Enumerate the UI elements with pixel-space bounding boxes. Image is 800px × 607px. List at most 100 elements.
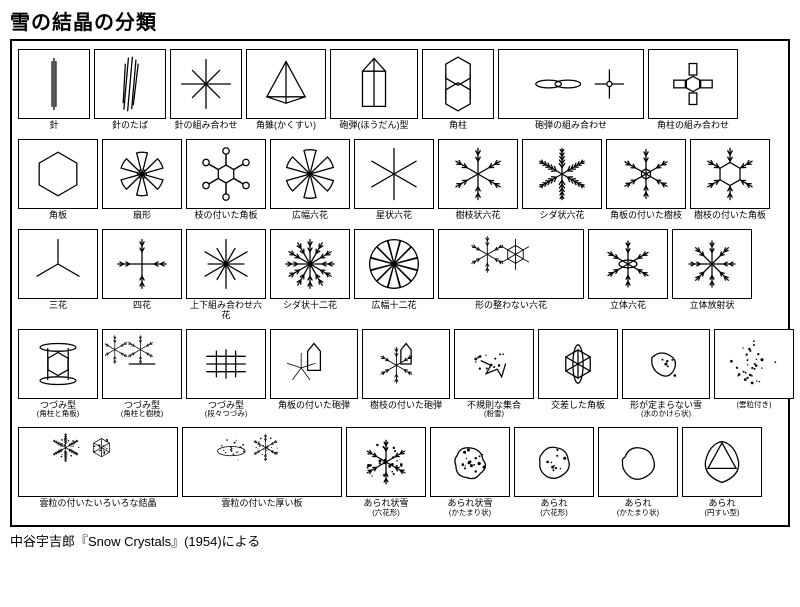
- cell: 針: [18, 49, 90, 131]
- cell-label: 扇形: [133, 211, 151, 221]
- cell-label: 立体放射状: [689, 301, 734, 311]
- cell: あられ(かたまり状): [598, 427, 678, 517]
- grid-container: 針針のたば針の組み合わせ角錐(かくすい)砲弾(ほうだん)型角柱砲弾の組み合わせ角…: [18, 49, 782, 517]
- cell: つづみ型(段々つづみ): [186, 329, 266, 419]
- cell: 上下組み合わせ六花: [186, 229, 266, 321]
- cell: 立体六花: [588, 229, 668, 321]
- hail-hex-icon: [514, 427, 594, 497]
- cell-label: 角柱: [449, 121, 467, 131]
- cell-label: あられ(かたまり状): [617, 499, 659, 517]
- cell-label: 上下組み合わせ六花: [186, 301, 266, 321]
- cell-sublabel: (六花形): [540, 509, 568, 517]
- row-2: 三花四花上下組み合わせ六花シダ状十二花広幅十二花形の整わない六花立体六花立体放射…: [18, 229, 782, 321]
- cell-label: 三花: [49, 301, 67, 311]
- fern6-icon: [522, 139, 602, 209]
- cell-label: (雲粒付き): [737, 401, 772, 409]
- stellar6-icon: [354, 139, 434, 209]
- cell-label: あられ(六花形): [540, 499, 568, 517]
- cell-sublabel: (角柱と樹枝): [121, 410, 164, 418]
- page-title: 雪の結晶の分類: [10, 6, 790, 35]
- cell-label: 砲弾の組み合わせ: [535, 121, 607, 131]
- rimed-bits-icon: [714, 329, 794, 399]
- crossed-plate-icon: [538, 329, 618, 399]
- cell: 針のたば: [94, 49, 166, 131]
- cell-sublabel: (雲粒付き): [737, 401, 772, 409]
- cell-label: 広幅十二花: [371, 301, 416, 311]
- cell: あられ(円すい型): [682, 427, 762, 517]
- cell: つづみ型(角柱と角板): [18, 329, 98, 419]
- classification-frame: 針針のたば針の組み合わせ角錐(かくすい)砲弾(ほうだん)型角柱砲弾の組み合わせ角…: [10, 39, 790, 527]
- irregular6-icon: [438, 229, 584, 299]
- cell: 角錐(かくすい): [246, 49, 326, 131]
- cell: 枝の付いた角板: [186, 139, 266, 221]
- cell: シダ状十二花: [270, 229, 350, 321]
- broad12-icon: [354, 229, 434, 299]
- cell-label: 針のたば: [112, 121, 148, 131]
- cell: 樹枝の付いた砲弾: [362, 329, 450, 419]
- cell: 角柱の組み合わせ: [648, 49, 738, 131]
- four-branch-icon: [102, 229, 182, 299]
- cell-label: つづみ型(段々つづみ): [205, 401, 248, 419]
- capped-b-icon: [102, 329, 182, 399]
- cell-sublabel: (かたまり状): [617, 509, 659, 517]
- graupel-lump-icon: [430, 427, 510, 497]
- cell-label: あられ状雪(六花形): [363, 499, 408, 517]
- cell-label: あられ状雪(かたまり状): [447, 499, 492, 517]
- cell-label: 樹枝の付いた砲弾: [370, 401, 442, 411]
- cell-label: 形が定まらない雪(氷のかけら状): [630, 401, 702, 419]
- cell: 雲粒の付いたいろいろな結晶: [18, 427, 178, 517]
- cell-label: 角板: [49, 211, 67, 221]
- bullet-icon: [330, 49, 418, 119]
- cell-label: 広幅六花: [292, 211, 328, 221]
- shapeless-icon: [622, 329, 710, 399]
- cell-label: 角錐(かくすい): [256, 121, 316, 131]
- cell: 形が定まらない雪(氷のかけら状): [622, 329, 710, 419]
- cell-label: 角板の付いた砲弾: [278, 401, 350, 411]
- row-3: つづみ型(角柱と角板) つづみ型(角柱と樹枝) つづみ型(段々つづみ) 角板の付いた砲…: [18, 329, 782, 419]
- hail-lump-icon: [598, 427, 678, 497]
- cell-label: 四花: [133, 301, 151, 311]
- cell: 不規則な集合(粉雪): [454, 329, 534, 419]
- cell-sublabel: (氷のかけら状): [630, 410, 702, 418]
- cell-label: つづみ型(角柱と角板): [37, 401, 80, 419]
- cell-label: 交差した角板: [551, 401, 605, 411]
- cell-label: つづみ型(角柱と樹枝): [121, 401, 164, 419]
- cell: 扇形: [102, 139, 182, 221]
- bullet-plate-icon: [270, 329, 358, 399]
- row-4: 雲粒の付いたいろいろな結晶雲粒の付いた厚い板あられ状雪(六花形)あられ状雪(かた…: [18, 427, 782, 517]
- cell-label: 不規則な集合(粉雪): [467, 401, 521, 419]
- capped-a-icon: [18, 329, 98, 399]
- cell: シダ状六花: [522, 139, 602, 221]
- citation-text: 中谷宇吉郎『Snow Crystals』(1954)による: [10, 531, 790, 550]
- cell-label: シダ状十二花: [283, 301, 337, 311]
- cell-label: 針の組み合わせ: [174, 121, 237, 131]
- row-0: 針針のたば針の組み合わせ角錐(かくすい)砲弾(ほうだん)型角柱砲弾の組み合わせ角…: [18, 49, 782, 131]
- cell: 角柱: [422, 49, 494, 131]
- cell: (雲粒付き): [714, 329, 794, 419]
- cell-label: 樹枝状六花: [455, 211, 500, 221]
- capped-c-icon: [186, 329, 266, 399]
- cell-sublabel: (かたまり状): [447, 509, 492, 517]
- rimed-thick-icon: [182, 427, 342, 497]
- fern12-icon: [270, 229, 350, 299]
- hexplate-icon: [18, 139, 98, 209]
- pyramid-icon: [246, 49, 326, 119]
- cell-label: 星状六花: [376, 211, 412, 221]
- cell: 角板: [18, 139, 98, 221]
- cell-label: あられ(円すい型): [705, 499, 740, 517]
- bullet-combo-icon: [498, 49, 644, 119]
- cell-sublabel: (角柱と角板): [37, 410, 80, 418]
- bullet-dendrite-icon: [362, 329, 450, 399]
- graupel-hex-icon: [346, 427, 426, 497]
- cell-label: シダ状六花: [539, 211, 584, 221]
- cell: 角板の付いた砲弾: [270, 329, 358, 419]
- cell: あられ状雪(かたまり状): [430, 427, 510, 517]
- cell: あられ(六花形): [514, 427, 594, 517]
- cell: 四花: [102, 229, 182, 321]
- cell-label: 雲粒の付いたいろいろな結晶: [39, 499, 156, 509]
- spatial6-icon: [588, 229, 668, 299]
- column-combo-icon: [648, 49, 738, 119]
- dendrite6-icon: [438, 139, 518, 209]
- three-branch-icon: [18, 229, 98, 299]
- cell-sublabel: (六花形): [363, 509, 408, 517]
